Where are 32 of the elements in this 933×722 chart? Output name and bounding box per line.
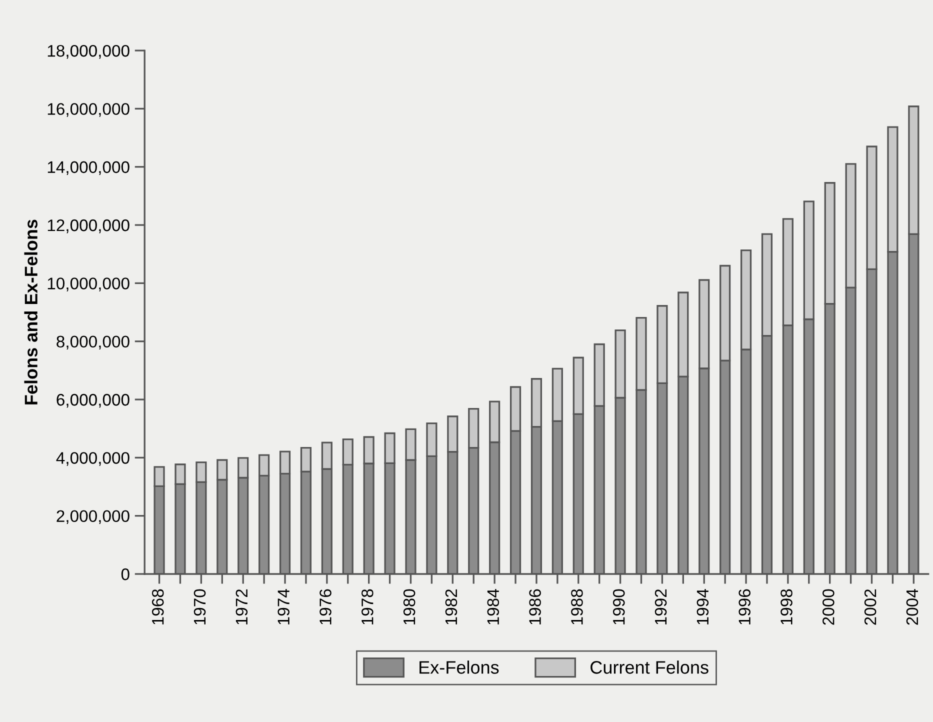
y-tick-label: 16,000,000 [48, 103, 130, 117]
y-tick-label: 10,000,000 [48, 278, 130, 292]
y-tick-label: 2,000,000 [56, 510, 130, 524]
x-tick-label: 1980 [403, 589, 416, 624]
x-tick-label: 1998 [780, 589, 792, 624]
x-tick-label: 1994 [696, 589, 709, 624]
x-tick-label: 1988 [571, 589, 583, 624]
y-tick-label: 6,000,000 [56, 394, 130, 408]
x-tick-label: 2004 [906, 589, 918, 625]
x-tick-label: 1968 [152, 589, 164, 624]
x-tick-label: 1996 [738, 589, 750, 624]
y-tick-label: 18,000,000 [48, 44, 130, 59]
x-tick-label: 1986 [529, 589, 541, 624]
y-tick-label: 12,000,000 [48, 219, 130, 234]
x-tick-label: 1974 [278, 589, 290, 624]
x-tick-label: 2000 [822, 589, 834, 625]
x-tick-label: 1978 [362, 589, 374, 624]
x-tick-label: 2002 [864, 589, 876, 625]
x-tick-label: 1972 [236, 589, 248, 624]
x-tick-label: 1992 [654, 589, 667, 624]
y-tick-label: 8,000,000 [56, 336, 130, 350]
legend-label: Ex-Felons [420, 660, 499, 674]
y-tick-label: 14,000,000 [48, 161, 130, 176]
x-tick-label: 1970 [194, 589, 206, 624]
x-tick-label: 1984 [487, 589, 500, 624]
legend-label: Current Felons [590, 660, 708, 674]
x-tick-label: 1976 [320, 589, 332, 624]
y-axis-title: Felons and Ex-Felons [24, 220, 38, 404]
y-tick-label: 0 [121, 568, 130, 580]
x-tick-label: 1982 [445, 589, 458, 624]
x-tick-label: 1990 [612, 589, 625, 624]
y-tick-label: 4,000,000 [56, 452, 130, 466]
